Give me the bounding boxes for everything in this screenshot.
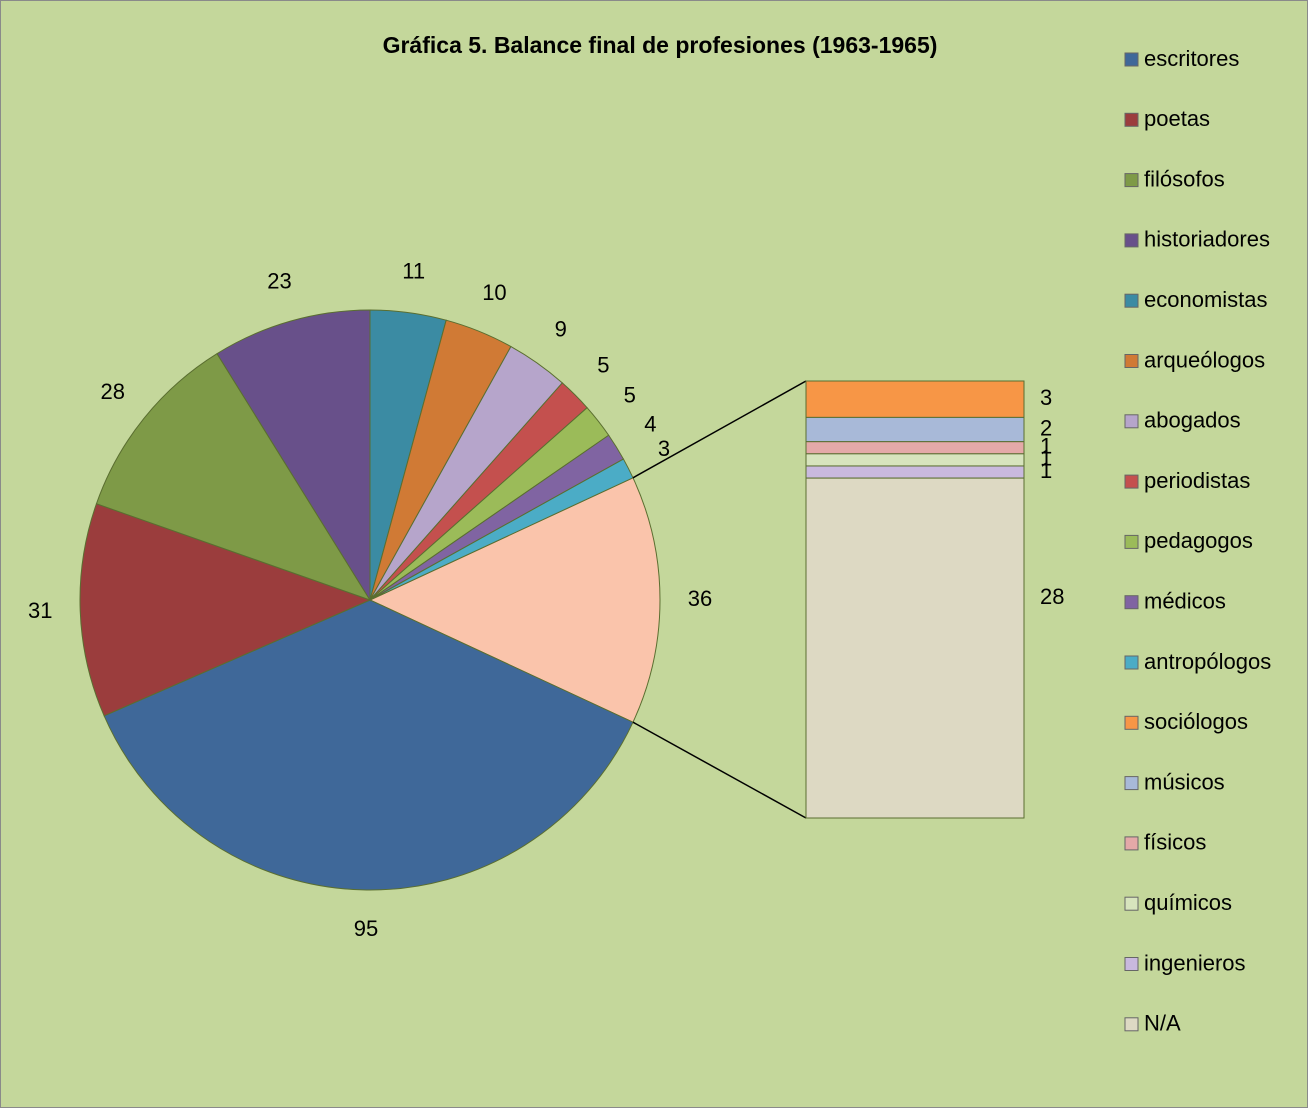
data-label: 10 — [482, 280, 506, 305]
legend-label: pedagogos — [1144, 528, 1253, 553]
bar-segment — [805, 416, 1025, 443]
legend-label: físicos — [1144, 830, 1206, 855]
legend-swatch — [1124, 957, 1139, 971]
data-label: 1 — [1040, 458, 1052, 483]
legend-swatch — [1124, 776, 1139, 791]
legend-label: escritores — [1144, 46, 1239, 71]
legend-label: periodistas — [1144, 468, 1250, 493]
data-label: 9 — [555, 317, 567, 342]
pie-slice — [95, 352, 372, 601]
legend-swatch — [1124, 595, 1139, 610]
legend-label: médicos — [1144, 589, 1226, 614]
bar-segment — [805, 441, 1025, 455]
legend-label: químicos — [1144, 890, 1232, 915]
pie-slice — [79, 503, 372, 717]
pie-slice — [216, 309, 371, 602]
data-label: 11 — [402, 259, 425, 284]
data-label: 3 — [658, 436, 670, 461]
legend-swatch — [1124, 1017, 1139, 1032]
legend-swatch — [1124, 112, 1139, 127]
data-label: 23 — [267, 268, 291, 293]
data-label: 95 — [354, 916, 378, 941]
legend-swatch — [1124, 52, 1139, 67]
data-label: 5 — [597, 352, 609, 377]
data-label: 4 — [644, 412, 656, 437]
legend-swatch — [1124, 534, 1139, 549]
legend-swatch — [1124, 896, 1139, 911]
legend-swatch — [1124, 715, 1139, 730]
connector-line — [632, 721, 807, 819]
legend-swatch — [1124, 233, 1139, 248]
legend-swatch — [1124, 474, 1139, 489]
legend-label: poetas — [1144, 106, 1210, 131]
data-label: 31 — [28, 598, 52, 623]
legend-label: arqueólogos — [1144, 347, 1265, 372]
legend-swatch — [1124, 836, 1139, 851]
legend-label: abogados — [1144, 408, 1241, 433]
data-label: 3 — [1040, 385, 1052, 410]
bar-segment — [805, 453, 1025, 467]
bar-segment — [805, 477, 1025, 819]
legend-swatch — [1124, 414, 1139, 429]
data-label: 28 — [100, 379, 124, 404]
data-label: 36 — [688, 586, 712, 611]
legend-label: sociólogos — [1144, 709, 1248, 734]
pie-slice — [103, 599, 634, 891]
legend-swatch — [1124, 354, 1139, 368]
data-label: 1 — [1040, 446, 1052, 471]
data-label: 28 — [1040, 584, 1064, 609]
legend-label: N/A — [1144, 1011, 1181, 1036]
pie-slice-other — [368, 477, 661, 723]
data-label: 2 — [1040, 415, 1052, 440]
legend-label: ingenieros — [1144, 950, 1246, 975]
connector-line — [632, 380, 807, 479]
legend-label: antropólogos — [1144, 649, 1271, 674]
chart-title: Gráfica 5. Balance final de profesiones … — [383, 32, 938, 58]
legend-swatch — [1124, 655, 1139, 670]
data-label: 5 — [624, 382, 636, 407]
legend-label: filósofos — [1144, 166, 1225, 191]
bar-segment — [805, 380, 1025, 418]
data-label: 1 — [1040, 434, 1052, 459]
bar-segment — [805, 465, 1025, 479]
legend-swatch — [1124, 173, 1139, 188]
legend-label: historiadores — [1144, 227, 1270, 252]
legend-label: músicos — [1144, 769, 1225, 794]
legend-label: economistas — [1144, 287, 1268, 312]
legend-swatch — [1124, 293, 1139, 308]
